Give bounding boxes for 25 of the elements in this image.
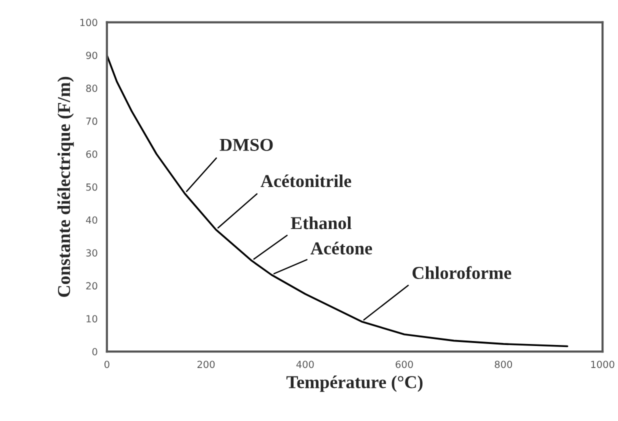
y-tick-label: 80 (86, 84, 98, 92)
y-axis-title: Constante diélectrique (F/m) (57, 76, 74, 297)
y-tick-label: 70 (86, 118, 98, 125)
y-tick-label: 40 (86, 216, 98, 224)
annotation: DMSO (220, 138, 273, 151)
y-tick-label: 60 (86, 150, 98, 158)
x-tick-label: 0 (104, 360, 110, 368)
x-tick-label: 800 (494, 360, 512, 368)
annotation: Acétone (310, 242, 372, 254)
y-tick-label: 100 (80, 18, 98, 26)
line-series (106, 54, 568, 348)
x-tick-label: 400 (296, 360, 314, 368)
y-tick-label: 20 (86, 282, 98, 290)
y-tick-label: 90 (86, 52, 98, 60)
x-axis-title: Température (°C) (286, 376, 422, 392)
annotation: Acétonitrile (260, 174, 352, 188)
x-tick-label: 200 (197, 360, 215, 368)
annotation: Chloroforme (412, 266, 512, 280)
y-tick-label: 10 (86, 315, 98, 322)
annotation: Ethanol (290, 216, 352, 230)
y-tick-label: 0 (92, 348, 98, 356)
x-tick-label: 600 (396, 360, 413, 368)
y-tick-label: 50 (86, 183, 98, 191)
x-tick-label: 1000 (591, 360, 614, 368)
y-tick-label: 30 (86, 249, 98, 257)
